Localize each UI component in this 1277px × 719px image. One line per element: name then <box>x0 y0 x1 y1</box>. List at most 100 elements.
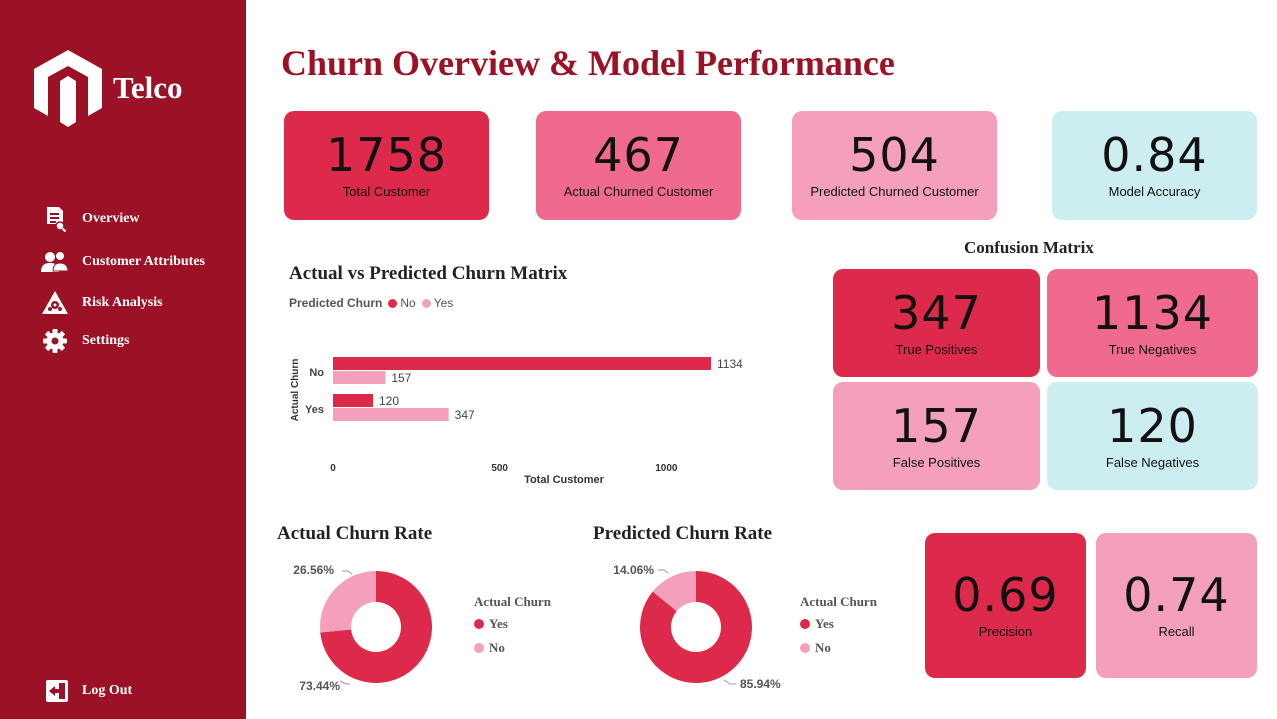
data-label: 120 <box>379 394 399 408</box>
kpi-predicted-churned: 504 Predicted Churned Customer <box>792 111 997 220</box>
category-label: No <box>309 367 324 379</box>
metric-label: Precision <box>978 624 1033 639</box>
slice-yes <box>320 571 432 683</box>
logout-button[interactable]: Log Out <box>44 678 132 704</box>
legend-dot <box>474 619 484 629</box>
cm-true-negatives: 1134 True Negatives <box>1047 269 1258 377</box>
legend-label-yes: Yes <box>433 296 454 310</box>
x-tick-label: 1000 <box>655 463 678 474</box>
slice-percent-label: 73.44% <box>299 679 340 693</box>
x-axis-label: Total Customer <box>524 474 605 486</box>
kpi-model-accuracy: 0.84 Model Accuracy <box>1052 111 1257 220</box>
x-tick-label: 0 <box>330 463 336 474</box>
sidebar: Telco Overview Customer Attributes <box>0 0 246 719</box>
predicted-churn-donut: 85.94% 14.06% <box>613 563 781 691</box>
cm-true-positives: 347 True Positives <box>833 269 1040 377</box>
metric-label: Recall <box>1158 624 1195 639</box>
bar-yes-yes <box>333 408 449 421</box>
bar-chart-title: Actual vs Predicted Churn Matrix <box>289 263 568 284</box>
logout-label: Log Out <box>82 683 133 698</box>
confusion-matrix-title: Confusion Matrix <box>964 238 1094 257</box>
legend-label: No <box>489 640 505 655</box>
sidebar-item-label: Customer Attributes <box>82 254 206 269</box>
metric-value: 0.69 <box>952 568 1059 622</box>
sidebar-item-label: Overview <box>82 211 140 226</box>
legend-item-no: No <box>474 640 551 656</box>
kpi-actual-churned: 467 Actual Churned Customer <box>536 111 741 220</box>
cm-label: False Negatives <box>1105 454 1200 470</box>
sidebar-item-label: Risk Analysis <box>82 295 163 310</box>
sidebar-item-overview[interactable]: Overview <box>40 206 140 232</box>
legend-title: Actual Churn <box>800 594 877 609</box>
cm-label: True Negatives <box>1108 341 1197 357</box>
bar-chart: Actual Churn No 1134 157 Yes 120 347 0 500 1000 To… <box>290 357 743 486</box>
leader-line <box>342 570 353 575</box>
kpi-value: 467 <box>593 128 684 182</box>
legend-label: Yes <box>489 616 508 631</box>
metric-precision: 0.69 Precision <box>925 533 1086 678</box>
kpi-label: Predicted Churned Customer <box>810 184 979 199</box>
sidebar-item-label: Settings <box>82 333 130 348</box>
cm-label: True Positives <box>895 341 978 357</box>
cm-label: False Positives <box>892 454 981 470</box>
legend-dot <box>474 643 484 653</box>
leader-line <box>339 680 350 685</box>
telco-logo <box>34 50 102 127</box>
legend-dot <box>800 619 810 629</box>
bar-chart-legend: Predicted Churn No Yes <box>289 296 453 310</box>
legend-item-yes: Yes <box>474 616 551 632</box>
legend-label-no: No <box>400 296 416 310</box>
kpi-label: Actual Churned Customer <box>563 184 714 199</box>
legend-dot-no <box>388 298 398 308</box>
data-label: 1134 <box>717 357 743 371</box>
metric-value: 0.74 <box>1123 568 1230 622</box>
legend-dot-yes <box>421 298 431 308</box>
slice-percent-label: 85.94% <box>740 677 781 691</box>
report-icon <box>40 206 70 232</box>
actual-churn-legend: Actual Churn Yes No <box>474 594 551 664</box>
sidebar-item-customer-attributes[interactable]: Customer Attributes <box>40 249 205 275</box>
kpi-value: 0.84 <box>1101 128 1208 182</box>
data-label: 347 <box>455 408 475 422</box>
legend-dot <box>800 643 810 653</box>
bar-yes-no <box>333 394 373 407</box>
predicted-churn-rate-title: Predicted Churn Rate <box>593 523 773 544</box>
sidebar-item-risk-analysis[interactable]: Risk Analysis <box>40 290 163 316</box>
cm-false-negatives: 120 False Negatives <box>1047 382 1258 490</box>
kpi-value: 1758 <box>325 128 448 182</box>
kpi-label: Total Customer <box>342 184 431 199</box>
y-axis-label: Actual Churn <box>290 359 301 422</box>
kpi-label: Model Accuracy <box>1108 184 1201 199</box>
slice-percent-label: 14.06% <box>613 563 654 577</box>
metric-recall: 0.74 Recall <box>1096 533 1257 678</box>
leader-line <box>658 569 669 574</box>
slice-percent-label: 26.56% <box>293 563 334 577</box>
predicted-churn-legend: Actual Churn Yes No <box>800 594 877 664</box>
slice-yes <box>640 571 752 683</box>
slice-no <box>320 571 376 633</box>
leader-line <box>723 679 736 685</box>
data-label: 157 <box>391 371 411 385</box>
legend-label: No <box>815 640 831 655</box>
sidebar-item-settings[interactable]: Settings <box>40 328 129 354</box>
legend-title: Predicted Churn <box>289 296 383 310</box>
category-label: Yes <box>305 404 324 416</box>
cm-value: 120 <box>1107 398 1198 453</box>
brand-name: Telco <box>113 70 183 105</box>
actual-churn-donut: 73.44% 26.56% <box>293 563 432 693</box>
hazard-icon <box>40 290 70 316</box>
legend-item-yes: Yes <box>800 616 877 632</box>
logout-icon <box>44 678 70 704</box>
cm-value: 347 <box>891 285 982 340</box>
legend-item-no: No <box>800 640 877 656</box>
cm-value: 157 <box>891 398 982 453</box>
users-icon <box>40 249 70 275</box>
legend-label: Yes <box>815 616 834 631</box>
bar-no-no <box>333 357 711 370</box>
gear-icon <box>40 328 70 354</box>
bar-no-yes <box>333 371 386 384</box>
cm-value: 1134 <box>1091 285 1214 340</box>
actual-churn-rate-title: Actual Churn Rate <box>277 523 433 544</box>
cm-false-positives: 157 False Positives <box>833 382 1040 490</box>
legend-title: Actual Churn <box>474 594 551 609</box>
